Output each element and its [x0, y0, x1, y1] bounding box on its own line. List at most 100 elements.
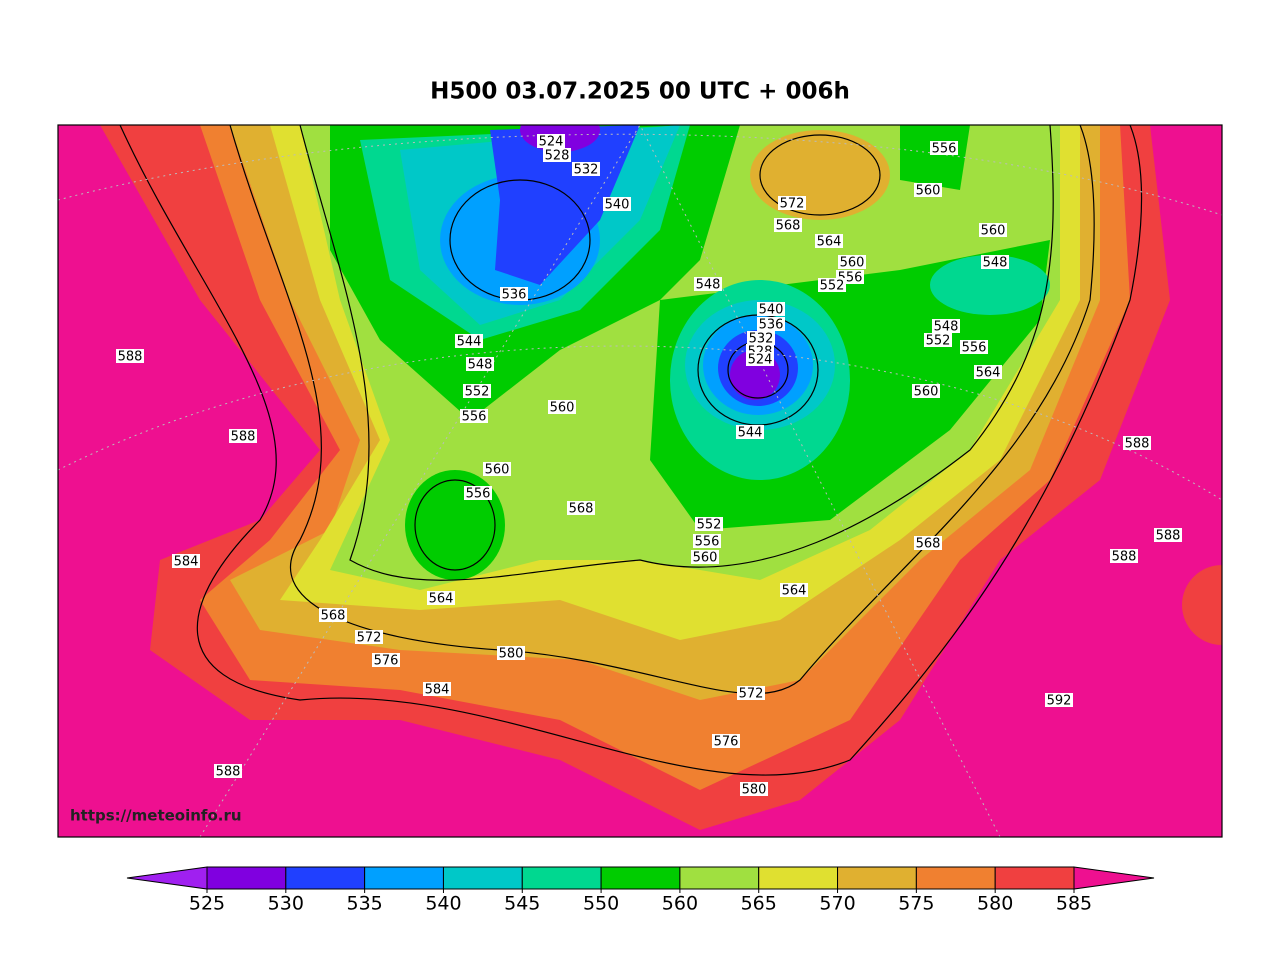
contour-label-box: [464, 486, 492, 500]
contour-label-box: [780, 583, 808, 597]
map-frame: [57, 124, 1223, 838]
contour-label: 568: [916, 537, 941, 552]
contour-label-box: [740, 782, 768, 796]
map-title: H500 03.07.2025 00 UTC + 006h: [430, 79, 850, 105]
contour-label-box: [229, 429, 257, 443]
colorbar-tick-label: 575: [898, 893, 934, 915]
colorbar-arrow-low: [126, 866, 208, 890]
contour-label-box: [455, 334, 483, 348]
contour-label: 572: [739, 687, 764, 702]
contour-label: 552: [820, 279, 845, 294]
field-550: [900, 125, 970, 190]
contour-label-box: [1110, 549, 1138, 563]
contour-label: 552: [926, 334, 951, 349]
contour-label-box: [319, 608, 347, 622]
colorbar-box: [994, 866, 1075, 890]
colorbar-tick-label: 580: [977, 893, 1013, 915]
contour-label: 560: [840, 256, 865, 271]
contour-label-box: [463, 384, 491, 398]
contour-label-box: [567, 501, 595, 515]
colorbar-tick-label: 565: [741, 893, 777, 915]
graticule: [58, 125, 1222, 837]
colorbar-tick-label: 550: [583, 893, 619, 915]
contour-label-box: [572, 162, 600, 176]
colorbar-box: [837, 866, 917, 890]
contour-label-box: [712, 734, 740, 748]
contour-label: 544: [457, 335, 482, 350]
contour-label: 580: [742, 783, 767, 798]
contour-label-box: [483, 462, 511, 476]
contour-label-box: [914, 536, 942, 550]
contour-label: 580: [499, 647, 524, 662]
contour-label: 524: [539, 135, 564, 150]
contour-label: 548: [934, 320, 959, 335]
contour-label: 560: [693, 551, 718, 566]
contour-label-box: [1045, 693, 1073, 707]
contour-label: 568: [776, 219, 801, 234]
contour-label-box: [736, 425, 764, 439]
contour-label: 588: [118, 350, 143, 365]
contour-label: 540: [759, 303, 784, 318]
field-580: [1182, 565, 1222, 645]
colorbar: 525 530 535 540 545 550 560 565 570 575 580 585: [126, 866, 1155, 915]
contour-label-box: [172, 554, 200, 568]
contour-label: 592: [1047, 694, 1072, 709]
contour-label-box: [838, 255, 866, 269]
contour-label: 588: [1156, 529, 1181, 544]
contour-label: 536: [502, 288, 527, 303]
contour-label: 588: [231, 430, 256, 445]
contour-label-box: [691, 550, 719, 564]
contour-label: 560: [550, 401, 575, 416]
colorbar-box: [600, 866, 681, 890]
contour-label: 532: [574, 163, 599, 178]
contour-label: 560: [914, 385, 939, 400]
field-545: [930, 255, 1050, 315]
contour-label: 588: [216, 765, 241, 780]
map-area: 5245285325405365445485525565605605565685…: [58, 125, 1222, 837]
contour-label: 564: [782, 584, 807, 599]
contour-label: 548: [468, 358, 493, 373]
contour-label-box: [355, 630, 383, 644]
colorbar-tick-label: 540: [425, 893, 461, 915]
contour-label: 568: [569, 502, 594, 517]
contour-label: 588: [1112, 550, 1137, 565]
contour-label: 532: [749, 332, 774, 347]
contour-label: 588: [1125, 437, 1150, 452]
contour-label-box: [746, 352, 774, 366]
contour-label-box: [914, 183, 942, 197]
contour-label: 572: [357, 631, 382, 646]
contour-label-box: [924, 333, 952, 347]
contour-label-box: [497, 646, 525, 660]
contour-label-box: [979, 223, 1007, 237]
contour-label-box: [116, 349, 144, 363]
contour-label-box: [694, 277, 722, 291]
colorbar-box: [679, 866, 760, 890]
contour-label-box: [932, 319, 960, 333]
contour-label-box: [693, 534, 721, 548]
contour-label-box: [603, 197, 631, 211]
contour-label: 556: [462, 410, 487, 425]
contour-label: 564: [976, 366, 1001, 381]
colorbar-tick-label: 535: [347, 893, 383, 915]
contour-label: 544: [738, 426, 763, 441]
contour-label: 576: [714, 735, 739, 750]
contour-label-box: [757, 302, 785, 316]
colorbar-tick-label: 525: [189, 893, 225, 915]
colorbar-box: [206, 866, 287, 890]
colorbar-arrow-high: [1073, 866, 1155, 890]
contour-label: 560: [485, 463, 510, 478]
contour-label-box: [930, 141, 958, 155]
contour-label-box: [1123, 436, 1151, 450]
contour-label: 564: [817, 235, 842, 250]
contour-label-box: [960, 340, 988, 354]
colorbar-box: [364, 866, 444, 890]
contour-label: 568: [321, 609, 346, 624]
contour-label-box: [500, 287, 528, 301]
contour-label: 564: [429, 592, 454, 607]
contour-label-box: [427, 591, 455, 605]
contour-label-box: [737, 686, 765, 700]
contour-label: 576: [374, 654, 399, 669]
contour-label-box: [548, 400, 576, 414]
contour-label: 584: [425, 683, 450, 698]
